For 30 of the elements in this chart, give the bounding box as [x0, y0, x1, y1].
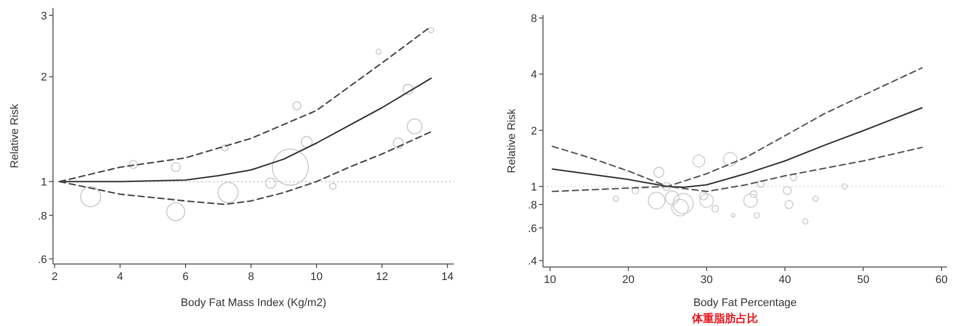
y-tick-label: 3 [40, 10, 47, 22]
x-tick-label: 12 [376, 271, 388, 283]
y-tick-label: .4 [528, 256, 537, 268]
y-tick-label: 1 [40, 176, 47, 189]
y-tick-label: .6 [528, 222, 537, 235]
y-tick-label: 4 [530, 69, 537, 82]
x-tick-label: 2 [52, 271, 58, 283]
y-tick-label: 2 [40, 72, 47, 84]
x-tick-label: 8 [248, 271, 254, 283]
x-tick-label: 60 [935, 274, 948, 286]
y-tick-label: 8 [530, 12, 537, 25]
x-tick-label: 10 [310, 271, 323, 283]
y-axis-title: Relative Risk [506, 108, 518, 174]
x-tick-label: 10 [544, 274, 556, 286]
y-tick-label: .6 [38, 254, 47, 266]
x-tick-label: 40 [778, 274, 792, 286]
y-tick-label: .8 [528, 200, 537, 212]
y-tick-label: 2 [530, 125, 537, 138]
x-axis-title: Body Fat Mass Index (Kg/m2) [180, 297, 326, 309]
y-axis-title: Relative Risk [9, 103, 21, 168]
x-axis-title: Body Fat Percentage [693, 297, 797, 309]
x-tick-label: 20 [622, 274, 634, 286]
x-tick-label: 6 [182, 271, 189, 283]
y-tick-label: 1 [530, 181, 537, 194]
y-tick-label: .8 [38, 210, 47, 222]
x-tick-label: 4 [117, 271, 124, 283]
x-tick-label: 30 [700, 274, 713, 286]
text: 体重脂肪占比 [691, 312, 758, 325]
x-tick-label: 14 [441, 271, 454, 283]
x-tick-label: 50 [857, 274, 870, 286]
